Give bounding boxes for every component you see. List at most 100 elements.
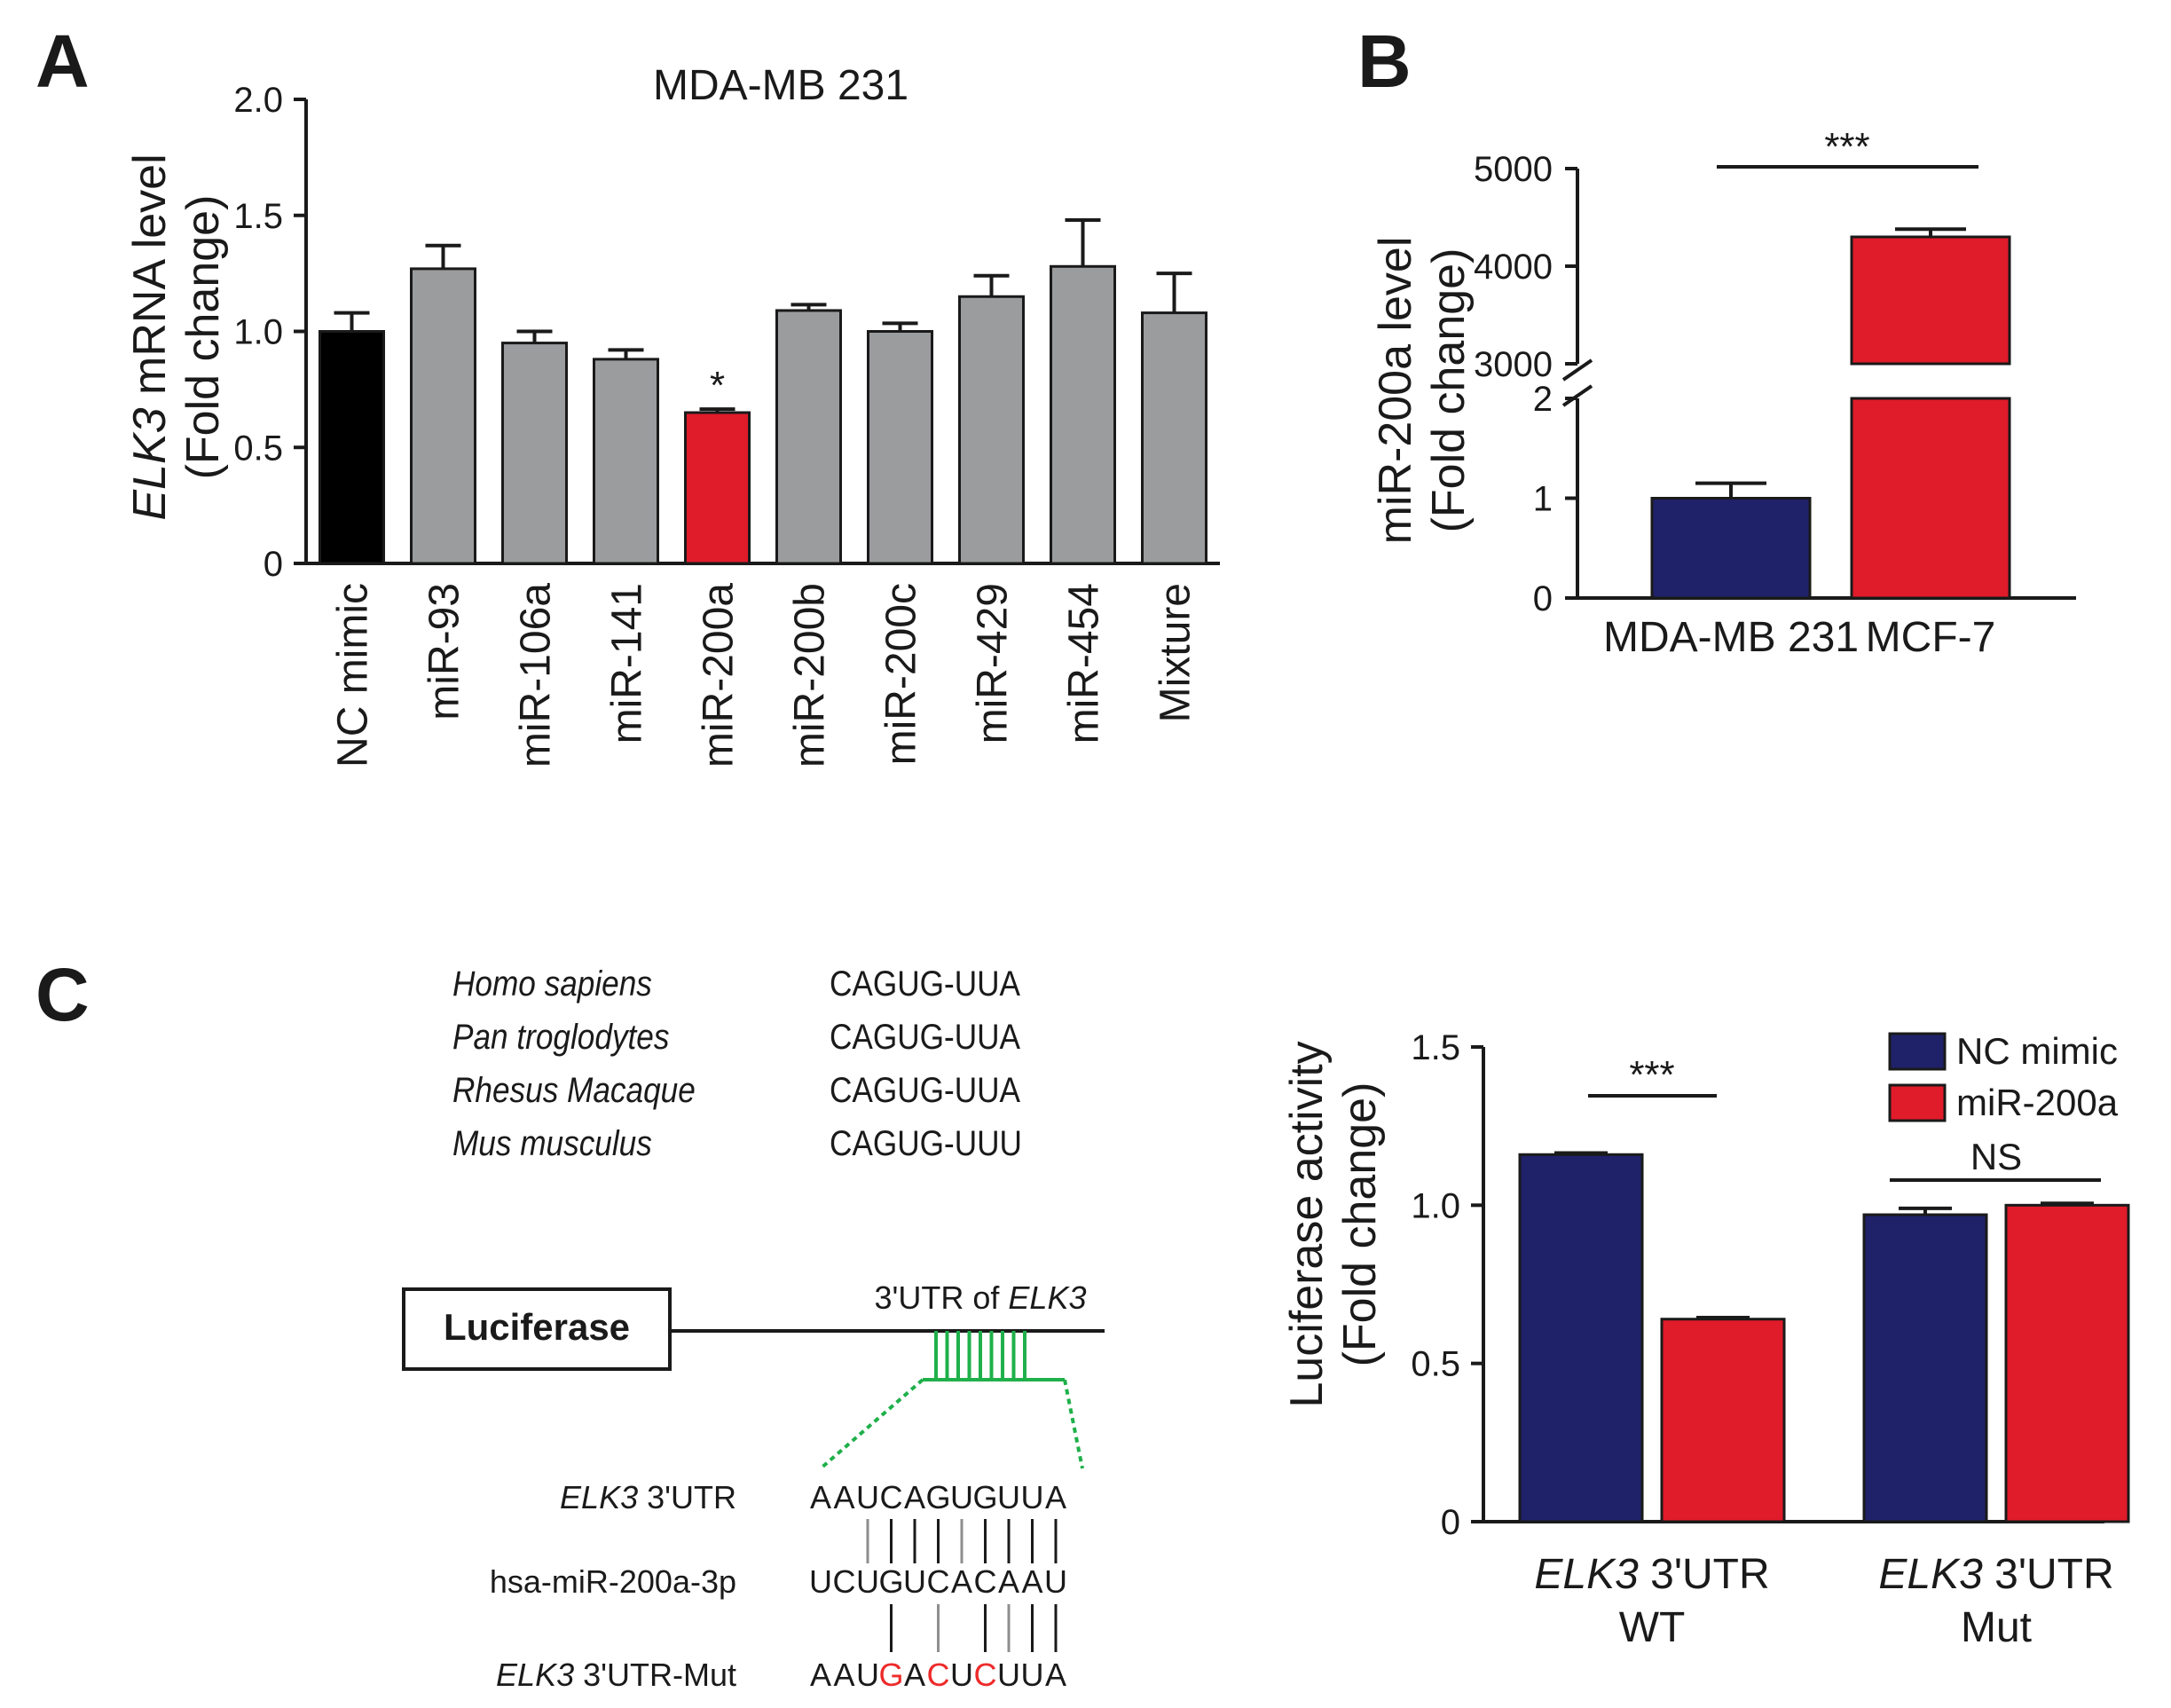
bar-mir-141 [593,358,659,565]
species-name: Mus musculus [452,1123,652,1163]
nucleotide: A [810,1657,831,1693]
panel-label-a: A [35,20,90,103]
group-label-line2: Mut [1961,1604,2032,1651]
mutated-nucleotide: C [927,1657,950,1693]
y-tick-label: 5000 [1474,150,1553,189]
bar-mir-429 [958,295,1025,565]
y-tick-label: 2 [1533,380,1553,419]
nucleotide: A [904,1657,925,1693]
y-tick-label: 0 [1533,579,1553,618]
significance-label-mut: NS [1970,1136,2022,1177]
nucleotide: U [1021,1657,1044,1693]
nucleotide: U [903,1563,926,1600]
chart-b-ylabel-2: (Fold change) [1423,248,1475,533]
legend-label: NC mimic [1956,1030,2118,1072]
nucleotide: G [925,1479,950,1515]
category-label: NC mimic [330,583,377,767]
nucleotide: U [856,1563,879,1600]
chart-a-category-labels: NC mimic miR-93 miR-106a miR-141 miR-200a miR… [330,583,1200,767]
bar-mir-93 [410,267,476,565]
y-tick-label: 1.0 [1411,1186,1460,1225]
species-sequence: CAGUG-UUA [830,1017,1021,1057]
category-label: MDA-MB 231 [1603,614,1859,661]
bar-nc-mimic [319,330,385,565]
nucleotide: A [1045,1657,1066,1693]
nucleotide: C [974,1563,997,1600]
panel-label-c: C [35,953,90,1036]
category-label: Mixture [1152,583,1200,722]
bar-mir-200b [775,309,842,565]
group-label-gene: ELK3 [1534,1551,1639,1598]
nucleotide: U [856,1657,879,1693]
category-label: miR-200a [696,583,743,767]
y-tick-label: 3000 [1474,345,1553,384]
bar-nc-mimic [1518,1153,1644,1523]
y-tick-label: 1.5 [1411,1028,1460,1067]
nucleotide: A [998,1563,1019,1600]
species-sequence: CAGUG-UUU [830,1123,1022,1163]
panel-label-b: B [1357,20,1412,103]
y-tick-label: 4000 [1474,248,1553,287]
axis-break-upper [1561,358,1593,382]
chart-a-bars: * [319,217,1207,565]
y-tick-label: 2.0 [233,81,283,120]
alignment-row3-label: ELK3 3'UTR-Mut [496,1657,736,1693]
nucleotide: U [1021,1479,1044,1515]
nucleotide: C [833,1563,856,1600]
alignment-row1-label: ELK3 3'UTR [560,1479,736,1515]
alignment-row2-label: hsa-miR-200a-3p [490,1563,736,1600]
nucleotide: U [997,1479,1020,1515]
bar-nc-mimic [1862,1213,1988,1523]
species-alignment-table: Homo sapiens CAGUG-UUA Pan troglodytes CAGU… [452,964,1022,1163]
chart-c-ylabel: Luciferase activity [1281,1041,1333,1407]
nucleotide: U [1044,1563,1067,1600]
chart-c-plot: 0 0.5 1.0 1.5 ELK3 3'UTR WT ELK3 3'UTR Mut *** NS… [1411,1028,2130,1651]
category-label: miR-200c [878,583,925,765]
binding-site-marker [819,1331,1084,1470]
category-label: MCF-7 [1866,614,1996,661]
utr-label: 3'UTR of ELK3 [875,1279,1087,1316]
nucleotide: U [997,1657,1020,1693]
nucleotide: C [880,1479,903,1515]
legend-swatch-nc-mimic [1888,1032,1947,1071]
category-label: miR-141 [604,583,651,744]
bar-mir-200c [867,330,933,565]
category-label: miR-93 [421,583,468,720]
bar-mixture [1141,311,1207,565]
nucleotide: A [833,1657,854,1693]
y-tick-label: 1.5 [233,197,283,236]
nucleotide: A [904,1479,925,1515]
species-sequence: CAGUG-UUA [830,964,1021,1004]
y-tick-label: 0 [1441,1503,1460,1542]
chart-a-ylabel-2: (Fold change) [177,195,229,480]
category-label: miR-106a [513,583,560,767]
species-name: Rhesus Macaque [452,1070,696,1110]
luciferase-construct: Luciferase 3'UTR of ELK3 [402,1279,1105,1470]
zoom-line-left [819,1378,924,1470]
species-name: Homo sapiens [452,964,652,1004]
bar-mir-200a [1660,1318,1786,1523]
bar-mda-mb-231 [1650,497,1812,600]
mirna-binding-alignment: ELK3 3'UTR hsa-miR-200a-3p ELK3 3'UTR-Mu… [490,1479,1067,1693]
significance-label-wt: *** [1629,1053,1674,1097]
axis-break-lower [1561,384,1593,407]
group-label: ELK3 3'UTR [1878,1551,2113,1598]
bar-mir-454 [1050,264,1116,565]
group-label-line2: WT [1619,1604,1686,1651]
group-label-rest: 3'UTR [1639,1551,1770,1598]
category-label: miR-429 [970,583,1017,744]
nucleotide: A [810,1479,831,1515]
category-label: miR-200b [787,583,834,767]
bar-mcf-7-lower [1850,397,2011,600]
chart-c-ylabel-2: (Fold change) [1334,1082,1386,1367]
nucleotide: A [1021,1563,1042,1600]
legend-label: miR-200a [1956,1082,2119,1123]
legend-swatch-mir-200a [1888,1083,1947,1122]
bar-mir-106a [501,342,568,565]
species-name: Pan troglodytes [452,1017,670,1057]
chart-a-title: MDA-MB 231 [653,62,909,109]
significance-label: *** [1824,125,1869,169]
